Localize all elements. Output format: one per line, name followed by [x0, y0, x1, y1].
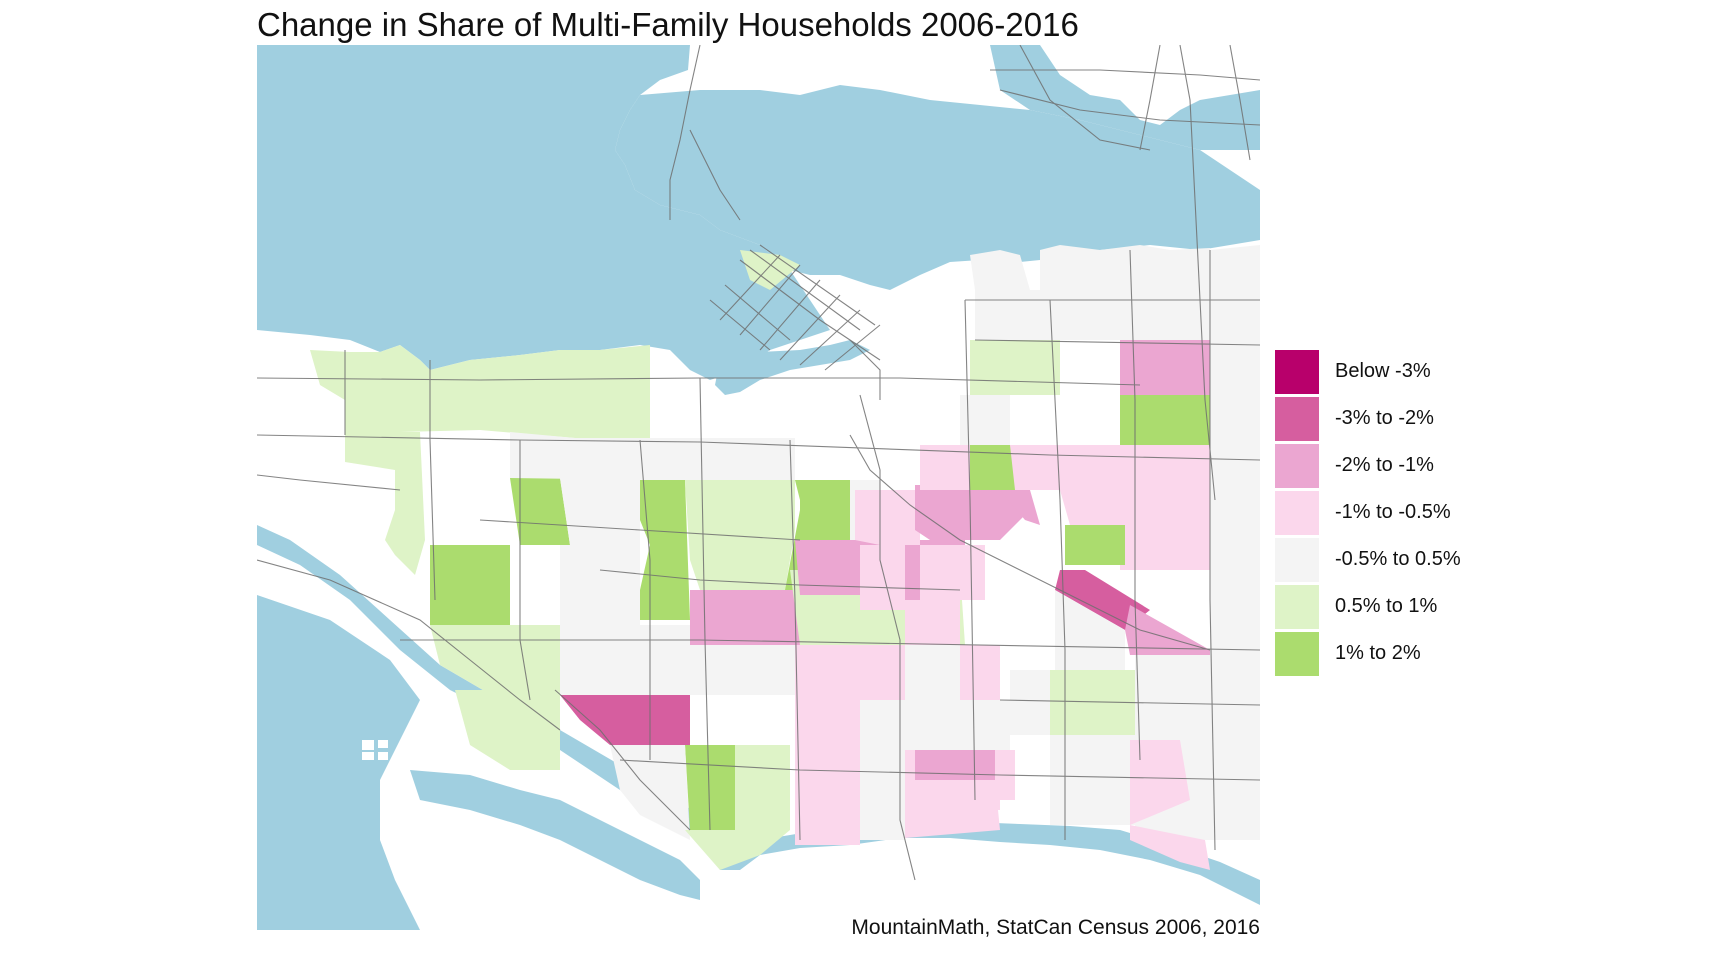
legend-label: -2% to -1% [1335, 454, 1434, 476]
legend-item: 0.5% to 1% [1275, 583, 1461, 630]
legend-label: 0.5% to 1% [1335, 595, 1438, 617]
tract [860, 545, 905, 610]
tract [620, 480, 690, 620]
sea-island-details [362, 740, 388, 760]
legend-swatch [1275, 537, 1319, 582]
tract [905, 780, 1000, 838]
tract [860, 700, 905, 770]
tract [795, 700, 860, 750]
tract [970, 445, 1015, 490]
tract [690, 590, 800, 645]
tract [905, 600, 960, 645]
legend-swatch [1275, 349, 1319, 394]
legend-swatch [1275, 490, 1319, 535]
legend-label: -0.5% to 0.5% [1335, 548, 1461, 570]
legend-label: 1% to 2% [1335, 642, 1421, 664]
tract [905, 700, 1010, 750]
tract [430, 625, 560, 700]
tract [650, 438, 795, 480]
tract [1000, 490, 1040, 525]
tract [685, 830, 790, 870]
tract [1065, 525, 1125, 565]
legend-item: -0.5% to 0.5% [1275, 536, 1461, 583]
sea-island-water [257, 595, 420, 930]
legend-item: -2% to -1% [1275, 442, 1461, 489]
tract [920, 445, 975, 490]
tract [860, 770, 905, 840]
road-network [257, 45, 1260, 881]
false-creek [715, 340, 870, 395]
tract [1130, 825, 1210, 870]
tract [1120, 530, 1210, 570]
middle-arm [410, 770, 700, 900]
legend-item: 1% to 2% [1275, 630, 1461, 677]
legend-item: -3% to -2% [1275, 395, 1461, 442]
tract [430, 545, 510, 625]
legend-swatch [1275, 443, 1319, 488]
tract [905, 645, 960, 700]
tract [740, 250, 800, 290]
tract [960, 645, 1000, 700]
census-tracts [310, 245, 1260, 870]
tract [1050, 670, 1135, 735]
tract [970, 340, 1060, 395]
tract [1010, 445, 1210, 530]
tract [855, 490, 920, 545]
legend-item: -1% to -0.5% [1275, 489, 1461, 536]
map-title: Change in Share of Multi-Family Househol… [257, 6, 1079, 43]
water-layer [257, 45, 1260, 930]
tract [685, 480, 795, 590]
tract [915, 750, 995, 780]
tract [795, 750, 860, 845]
tract [560, 695, 690, 745]
english-bay [257, 45, 830, 380]
tract [560, 545, 640, 625]
source-caption: MountainMath, StatCan Census 2006, 2016 [851, 916, 1260, 939]
legend-label: -1% to -0.5% [1335, 501, 1451, 523]
tract [1120, 395, 1210, 450]
tract [960, 395, 1010, 445]
tract [560, 625, 690, 695]
tract [1055, 570, 1150, 630]
tract [510, 432, 650, 480]
tract [510, 478, 570, 545]
tract [735, 745, 790, 830]
tract [690, 645, 800, 695]
tract [1210, 245, 1260, 840]
tract [560, 478, 640, 545]
north-shore-water [990, 45, 1260, 150]
tract [685, 745, 735, 830]
legend-label: -3% to -2% [1335, 407, 1434, 429]
tract [345, 432, 425, 575]
tract [1130, 740, 1190, 825]
tract [610, 745, 690, 840]
tract [310, 345, 650, 440]
tract [1125, 605, 1210, 655]
tract [795, 645, 905, 700]
legend-label: Below -3% [1335, 360, 1431, 382]
legend: Below -3% -3% to -2% -2% to -1% -1% to -0.5… [1275, 348, 1461, 677]
tract [1010, 670, 1050, 735]
tract [1040, 245, 1210, 340]
tract [1055, 590, 1125, 670]
tract [1120, 340, 1210, 395]
tract [920, 545, 985, 600]
tract [1080, 290, 1120, 340]
legend-swatch [1275, 584, 1319, 629]
legend-item: Below -3% [1275, 348, 1461, 395]
tract [1030, 290, 1080, 340]
legend-swatch [1275, 631, 1319, 676]
legend-swatch [1275, 396, 1319, 441]
tract [970, 250, 1030, 340]
burrard-inlet [615, 85, 1260, 290]
tract [795, 480, 850, 510]
tract [1050, 735, 1135, 825]
